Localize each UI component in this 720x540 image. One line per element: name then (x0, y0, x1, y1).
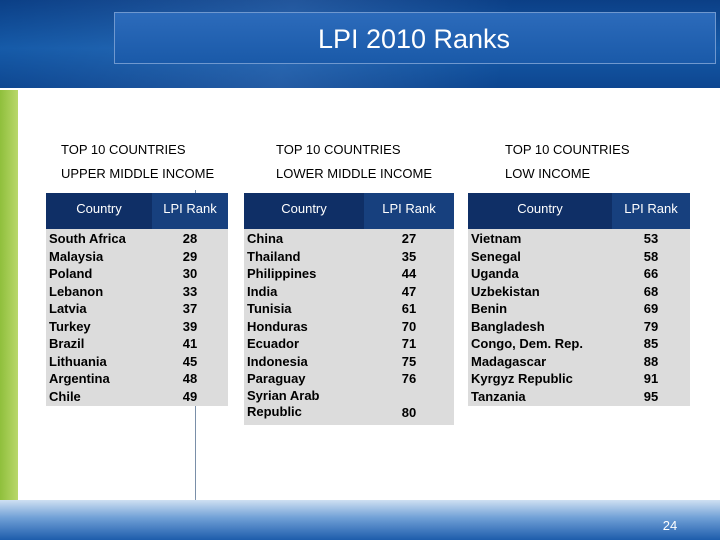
table-row-country: South Africa (49, 230, 126, 248)
table-row-rank: 61 (364, 300, 454, 318)
table-row-rank: 75 (364, 353, 454, 371)
table-row-rank: 41 (152, 335, 228, 353)
table-row-country: China (247, 230, 283, 248)
table-row-rank: 88 (612, 353, 690, 371)
table-row-country: Brazil (49, 335, 84, 353)
table-row-rank: 44 (364, 265, 454, 283)
slide-title: LPI 2010 Ranks (114, 12, 714, 62)
table-row-country: Kyrgyz Republic (471, 370, 573, 388)
table-row-country: Bangladesh (471, 318, 545, 336)
group1-country-header: Country (46, 193, 152, 229)
table-row-rank: 48 (152, 370, 228, 388)
table-row-country: Poland (49, 265, 92, 283)
table-row-country: Indonesia (247, 353, 308, 371)
table-row-country: Congo, Dem. Rep. (471, 335, 583, 353)
table-row-rank: 70 (364, 318, 454, 336)
table-row-country: Malaysia (49, 248, 103, 266)
table-row-country: Philippines (247, 265, 316, 283)
table-row-country: Syrian Arab Republic (247, 388, 357, 421)
table-row-rank: 35 (364, 248, 454, 266)
group2-heading-line2: LOWER MIDDLE INCOME (276, 166, 432, 181)
table-row-rank: 53 (612, 230, 690, 248)
group3-rank-header: LPI Rank (612, 193, 690, 229)
table-row-rank: 29 (152, 248, 228, 266)
table-row-rank: 68 (612, 283, 690, 301)
table-row-country: Paraguay (247, 370, 306, 388)
group3-country-header: Country (468, 193, 612, 229)
table-row-country: Vietnam (471, 230, 521, 248)
table-row-rank: 47 (364, 283, 454, 301)
table-row-country: Turkey (49, 318, 91, 336)
table-row-country: Lebanon (49, 283, 103, 301)
table-row-country: Latvia (49, 300, 87, 318)
table-row-rank: 80 (364, 404, 454, 422)
group1-heading-line2: UPPER MIDDLE INCOME (61, 166, 214, 181)
table-row-rank: 45 (152, 353, 228, 371)
left-accent-bar (0, 90, 18, 510)
table-row-country: India (247, 283, 277, 301)
table-row-rank: 76 (364, 370, 454, 388)
table-row-rank: 91 (612, 370, 690, 388)
table-row-rank: 66 (612, 265, 690, 283)
footer-band (0, 500, 720, 540)
table-row-country: Honduras (247, 318, 308, 336)
table-row-rank: 30 (152, 265, 228, 283)
table-row-rank: 71 (364, 335, 454, 353)
group1-heading-line1: TOP 10 COUNTRIES (61, 142, 186, 157)
group1-rank-header: LPI Rank (152, 193, 228, 229)
table-row-rank: 27 (364, 230, 454, 248)
group3-heading-line2: LOW INCOME (505, 166, 590, 181)
table-row-rank: 37 (152, 300, 228, 318)
table-row-rank: 95 (612, 388, 690, 406)
table-row-rank: 49 (152, 388, 228, 406)
table-row-country: Madagascar (471, 353, 546, 371)
group2-country-header: Country (244, 193, 364, 229)
group2-rank-header: LPI Rank (364, 193, 454, 229)
table-row-rank: 85 (612, 335, 690, 353)
group3-heading-line1: TOP 10 COUNTRIES (505, 142, 630, 157)
table-row-country: Senegal (471, 248, 521, 266)
table-row-rank: 39 (152, 318, 228, 336)
table-row-rank: 69 (612, 300, 690, 318)
table-row-country: Chile (49, 388, 81, 406)
group2-heading-line1: TOP 10 COUNTRIES (276, 142, 401, 157)
table-row-country: Tanzania (471, 388, 526, 406)
table-row-country: Tunisia (247, 300, 292, 318)
table-row-rank: 33 (152, 283, 228, 301)
table-row-country: Argentina (49, 370, 110, 388)
table-row-country: Thailand (247, 248, 300, 266)
table-row-rank: 79 (612, 318, 690, 336)
table-row-country: Uzbekistan (471, 283, 540, 301)
table-row-country: Benin (471, 300, 507, 318)
page-number: 24 (640, 518, 700, 533)
table-row-country: Lithuania (49, 353, 107, 371)
table-row-rank: 28 (152, 230, 228, 248)
table-row-country: Ecuador (247, 335, 299, 353)
table-row-country: Uganda (471, 265, 519, 283)
table-row-rank: 58 (612, 248, 690, 266)
